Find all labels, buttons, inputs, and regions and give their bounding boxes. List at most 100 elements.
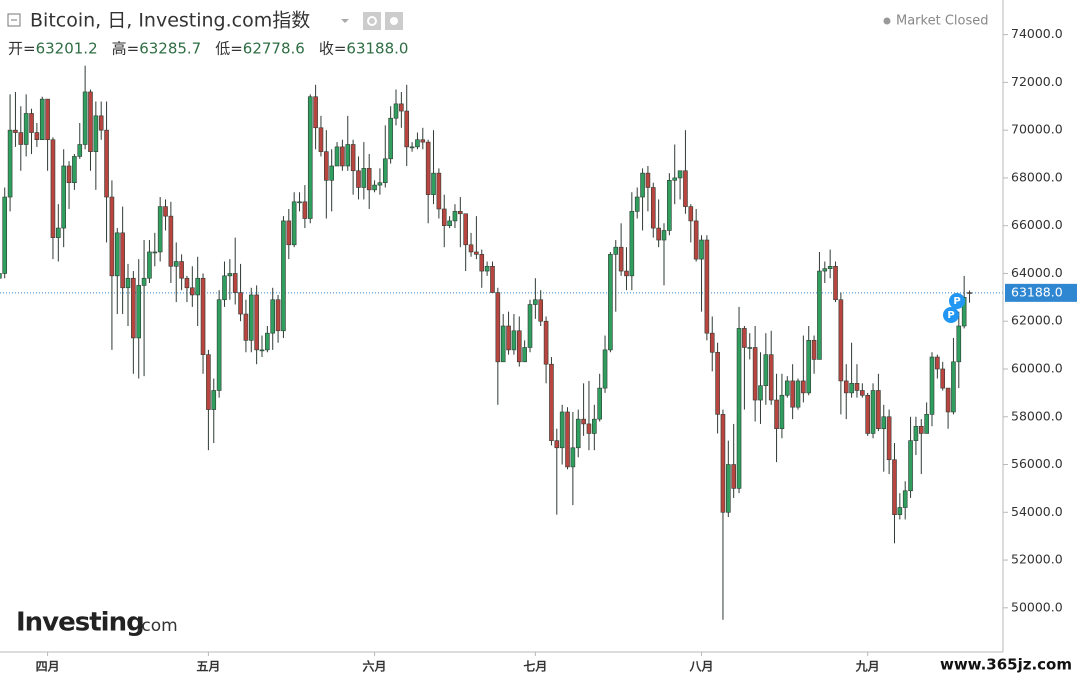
candle-body xyxy=(361,168,367,188)
candle-body xyxy=(592,418,597,434)
candle-body xyxy=(45,98,50,141)
settings-icon[interactable] xyxy=(363,12,381,30)
y-tick-label: 52000.0 xyxy=(1011,552,1063,567)
candle-body xyxy=(667,180,672,231)
candle-body xyxy=(254,294,259,351)
candle-body xyxy=(704,239,710,334)
y-tick-label: 74000.0 xyxy=(1011,26,1063,41)
y-tick-label: 64000.0 xyxy=(1011,265,1063,280)
candle-body xyxy=(356,170,361,188)
y-tick-label: 50000.0 xyxy=(1011,599,1063,614)
candle-body xyxy=(918,426,924,434)
candle-body xyxy=(56,227,61,238)
candle-body xyxy=(265,332,270,351)
candle-body xyxy=(881,416,887,429)
candle-body xyxy=(806,340,812,394)
candle-body xyxy=(645,172,651,188)
gear-icon-glyph xyxy=(390,17,398,25)
candle-body xyxy=(211,390,217,410)
event-marker[interactable] xyxy=(949,293,965,309)
candle-body xyxy=(715,351,720,415)
candle-body xyxy=(597,387,602,420)
candle-body xyxy=(554,440,560,449)
candle-body xyxy=(152,251,158,254)
candle-body xyxy=(291,201,297,246)
candle-body xyxy=(870,390,876,434)
candle-body xyxy=(222,275,227,301)
candle-body xyxy=(640,172,645,198)
candle-body xyxy=(811,340,817,360)
candle-body xyxy=(854,383,860,391)
candle-body xyxy=(141,277,147,286)
x-tick-label: 七月 xyxy=(523,660,547,674)
event-marker-label: P xyxy=(947,310,954,321)
candle-body xyxy=(860,390,865,396)
candle-body xyxy=(849,383,854,394)
title-dropdown[interactable] xyxy=(341,19,349,23)
candle-body xyxy=(575,418,581,449)
candle-body xyxy=(340,146,345,167)
last-price-label: 63188.0 xyxy=(1011,284,1063,299)
candle-body xyxy=(495,292,501,363)
candle-body xyxy=(865,394,870,434)
candle-body xyxy=(699,239,704,260)
candle-body xyxy=(634,196,640,212)
candle-body xyxy=(270,299,276,334)
candle-body xyxy=(415,139,420,148)
candle-body xyxy=(131,277,136,339)
candle-body xyxy=(833,265,838,301)
candle-body xyxy=(527,304,533,348)
candle-body xyxy=(967,292,972,294)
last-price-tag xyxy=(1005,283,1077,302)
status-dot xyxy=(883,17,891,25)
candle-body xyxy=(720,414,726,513)
ohlc-value: 62778.6 xyxy=(243,40,305,58)
candle-body xyxy=(693,220,699,260)
ohlc-legend: 开= 63201.2 高= 63285.7 低= 62778.6 收= 63188.0 xyxy=(8,40,408,58)
candle-body xyxy=(774,399,779,429)
candle-body xyxy=(484,265,490,272)
candle-body xyxy=(120,232,125,289)
candle-body xyxy=(382,158,388,184)
candle-body xyxy=(608,254,613,351)
market-status: Market Closed xyxy=(896,14,989,29)
candle-body xyxy=(190,287,195,296)
collapse-icon[interactable] xyxy=(7,13,21,27)
candle-body xyxy=(768,354,774,401)
candle-body xyxy=(463,213,468,246)
candle-body xyxy=(876,390,881,429)
y-tick-label: 60000.0 xyxy=(1011,360,1063,375)
candle-body xyxy=(0,273,2,279)
candle-body xyxy=(372,184,377,191)
candle-body xyxy=(147,251,152,279)
ohlc-value: 63188.0 xyxy=(346,40,408,58)
candle-body xyxy=(275,299,281,332)
settings-icon-glyph xyxy=(367,16,377,26)
y-tick-label: 58000.0 xyxy=(1011,408,1063,423)
candle-body xyxy=(822,268,828,272)
candle-body xyxy=(961,297,967,327)
logo: Investing xyxy=(16,608,144,638)
candle-body xyxy=(570,447,576,468)
candle-body xyxy=(34,132,40,141)
candle-body xyxy=(479,254,485,272)
candle-body xyxy=(104,129,109,198)
candle-body xyxy=(345,144,351,167)
candle-body xyxy=(683,170,688,207)
candle-body xyxy=(490,265,495,293)
ohlc-value: 63285.7 xyxy=(139,40,201,58)
candle-body xyxy=(366,168,372,191)
candle-body xyxy=(929,356,935,415)
candle-body xyxy=(329,165,334,181)
candle-body xyxy=(7,129,13,198)
candle-body xyxy=(763,354,769,387)
candle-body xyxy=(500,325,506,363)
candle-body xyxy=(902,490,908,508)
candle-body xyxy=(758,385,763,401)
candle-body xyxy=(441,208,447,226)
event-marker[interactable] xyxy=(943,307,959,323)
x-tick-label: 四月 xyxy=(36,660,60,674)
candle-body xyxy=(350,144,356,172)
candle-body xyxy=(559,411,565,449)
candle-body xyxy=(50,139,56,238)
